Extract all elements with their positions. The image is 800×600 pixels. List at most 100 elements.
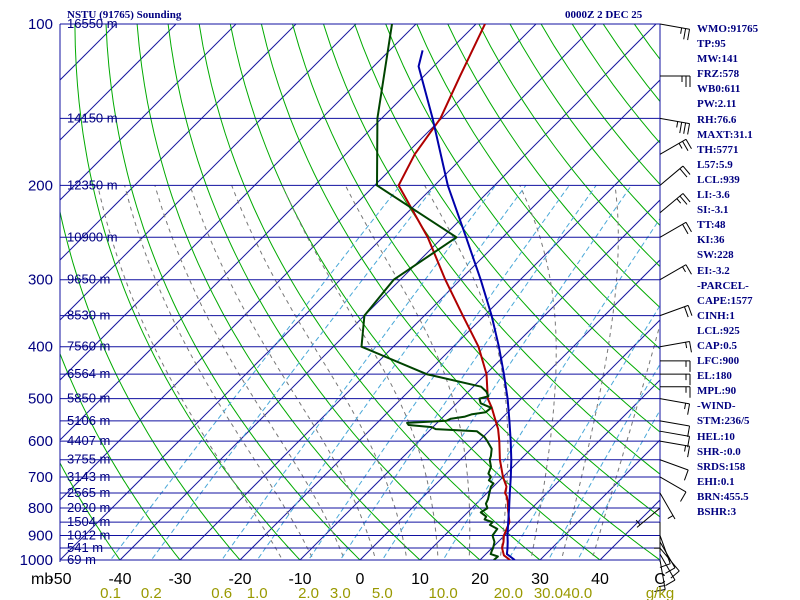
wind-barb [659, 193, 691, 214]
pressure-label: 100 [28, 16, 53, 33]
moist-adiabat-line [560, 185, 619, 560]
temperature-tick-label: 10 [411, 571, 429, 588]
temperature-axis-unit: mb [31, 571, 53, 588]
dry-adiabat-line [60, 209, 241, 560]
isotherm-line [60, 24, 597, 560]
pressure-label: 900 [28, 527, 53, 544]
mixing-ratio-label: 2.0 [298, 585, 319, 600]
height-label: 5850 m [67, 391, 110, 406]
height-label: 8530 m [67, 308, 110, 323]
mixing-ratio-label: 10.0 [429, 585, 458, 600]
wind-barbs [635, 23, 693, 592]
wind-barb [659, 476, 687, 502]
chart-title: NSTU (91765) Sounding [67, 9, 182, 21]
moist-adiabat-line [154, 185, 346, 560]
stat-item: WB0:611 [697, 83, 741, 96]
height-label: 3143 m [67, 469, 110, 484]
mixing-ratio-line [577, 409, 660, 560]
dry-adiabat-line [478, 24, 660, 268]
stat-item: SI:-3.1 [697, 204, 729, 217]
moist-adiabat-line [424, 185, 509, 560]
isotherm-line [60, 24, 537, 501]
pressure-label: 1000 [20, 552, 53, 569]
mixing-ratio-grid [109, 185, 660, 560]
isotherm-line [60, 24, 297, 261]
height-label: 6564 m [67, 366, 110, 381]
stat-item: CAP:0.5 [697, 339, 738, 352]
mixing-ratio-line [339, 185, 597, 560]
height-label: 9650 m [67, 272, 110, 287]
moist-adiabat-line [519, 185, 557, 560]
mixing-ratio-line [221, 185, 496, 560]
isotherm-line [419, 319, 660, 560]
mixing-ratio-label: 20.0 [494, 585, 523, 600]
wind-barb [659, 304, 693, 318]
height-label: 10900 m [67, 229, 118, 244]
temperature-tick-label: 40 [591, 571, 609, 588]
stat-item: CAPE:1577 [697, 294, 753, 307]
wind-barb [659, 553, 676, 587]
stat-item: EL:180 [697, 370, 732, 383]
pressure-label: 600 [28, 433, 53, 450]
isotherm-line [60, 24, 357, 321]
mixing-ratio-label: 3.0 [330, 585, 351, 600]
mixing-ratio-line [307, 185, 570, 560]
dry-adiabat-line [105, 24, 361, 560]
height-label: 69 m [67, 552, 96, 567]
height-label: 14150 m [67, 110, 118, 125]
wind-barb [654, 522, 661, 553]
stat-item: LFC:900 [697, 355, 740, 368]
stat-item: TH:5771 [697, 143, 739, 156]
isotherm-line [60, 24, 177, 141]
mixing-ratio-label: 30.0 [534, 585, 563, 600]
wind-barb [659, 420, 691, 437]
stat-item: EHI:0.1 [697, 475, 735, 488]
isotherm-line [60, 24, 417, 381]
sounding-traces [360, 24, 516, 560]
wind-barb [659, 398, 691, 415]
stat-item: L57:5.9 [697, 158, 733, 171]
stat-item: WMO:91765 [697, 23, 759, 35]
mixing-ratio-label: 5.0 [372, 585, 393, 600]
stat-item: CINH:1 [697, 309, 735, 322]
height-label: 2020 m [67, 500, 110, 515]
mixing-ratio-line [381, 185, 632, 560]
dry-adiabat-line [385, 24, 660, 391]
stat-item: EI:-3.2 [697, 264, 730, 277]
dewpoint-trace [360, 24, 499, 560]
height-label: 4407 m [67, 433, 110, 448]
stat-item: BSHR:3 [697, 506, 737, 518]
mixing-ratio-unit: g/kg [646, 585, 674, 600]
stat-item: MAXT:31.1 [697, 128, 753, 141]
mixing-ratio-label: 1.0 [247, 585, 268, 600]
wind-barb [659, 264, 692, 281]
mixing-ratio-label: 0.1 [100, 585, 121, 600]
isobar-grid [59, 23, 661, 562]
mixing-ratio-label: 0.6 [211, 585, 232, 600]
stat-item: SW:228 [697, 249, 734, 262]
moist-adiabat-line [591, 322, 660, 560]
temperature-tick-label: -40 [108, 571, 131, 588]
dry-adiabat-line [60, 461, 121, 560]
dry-adiabat-line [416, 24, 660, 350]
pressure-label: 200 [28, 177, 53, 194]
dry-adiabat-line [136, 24, 421, 560]
height-label: 2565 m [67, 485, 110, 500]
stat-item: LCL:925 [697, 324, 740, 337]
wind-barb [659, 165, 691, 186]
dry-adiabat-grid [60, 24, 660, 560]
mixing-ratio-line [109, 185, 401, 560]
stat-item: BRN:455.5 [697, 490, 749, 503]
pressure-label: 500 [28, 391, 53, 408]
temperature-trace [397, 24, 511, 560]
stat-item: TT:48 [697, 219, 726, 232]
temperature-tick-label: 0 [356, 571, 365, 588]
stat-item: HEL:10 [697, 430, 735, 443]
height-label: 5106 m [67, 413, 110, 428]
temperature-tick-label: 20 [471, 571, 489, 588]
wind-barb [659, 138, 692, 155]
moist-adiabat-line [231, 185, 408, 560]
height-label: 7560 m [67, 339, 110, 354]
